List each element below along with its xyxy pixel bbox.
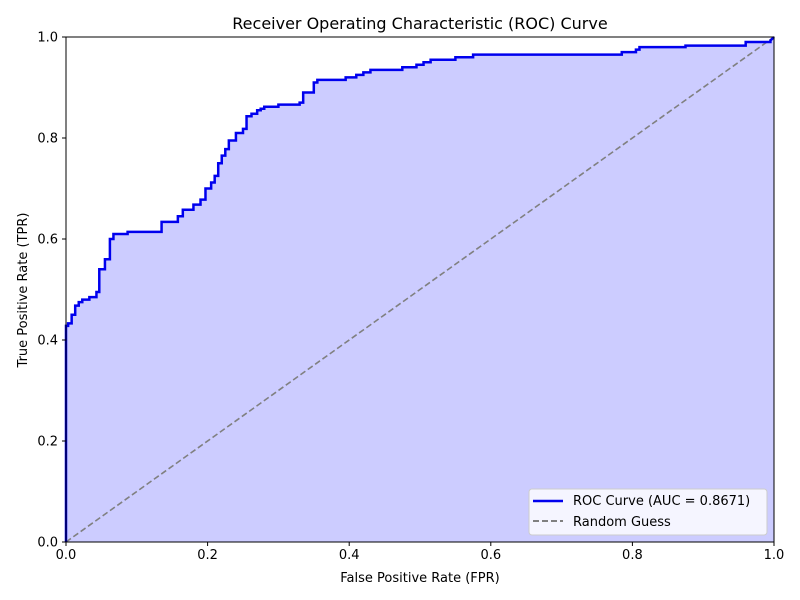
x-tick-label: 1.0 [764, 548, 785, 563]
legend-label-roc: ROC Curve (AUC = 0.8671) [573, 494, 750, 509]
y-tick-label: 0.0 [37, 536, 58, 551]
x-tick-label: 0.6 [480, 548, 501, 563]
x-tick-label: 0.8 [622, 548, 643, 563]
x-tick-label: 0.4 [339, 548, 360, 563]
legend: ROC Curve (AUC = 0.8671) Random Guess [528, 488, 768, 536]
roc-curve-line [64, 36, 775, 542]
x-tick-label: 0.2 [197, 548, 218, 563]
chart-title: Receiver Operating Characteristic (ROC) … [232, 14, 607, 33]
legend-box [528, 488, 768, 536]
y-tick-label: 0.6 [37, 233, 58, 248]
plot-area [64, 36, 775, 543]
axes-frame [65, 36, 775, 543]
x-tick-label: 0.0 [56, 548, 77, 563]
y-tick-label: 0.4 [37, 334, 58, 349]
y-tick-label: 1.0 [37, 31, 58, 46]
legend-label-random: Random Guess [573, 515, 671, 530]
axis-ticks: 0.0 0.2 0.4 0.6 0.8 1.0 0.0 0.2 0.4 0.6 0.8 1.0 [37, 31, 784, 564]
y-axis-label: True Positive Rate (TPR) [16, 213, 31, 369]
x-axis-label: False Positive Rate (FPR) [340, 571, 499, 586]
y-tick-label: 0.8 [37, 132, 58, 147]
random-guess-line [65, 36, 775, 543]
y-tick-label: 0.2 [37, 435, 58, 450]
